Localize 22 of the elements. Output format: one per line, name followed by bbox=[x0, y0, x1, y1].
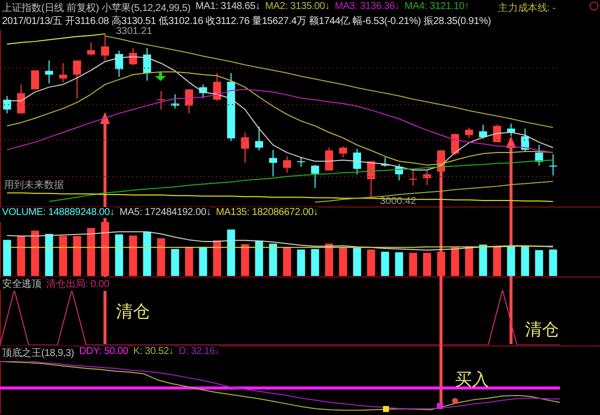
annotation: 3000.42 bbox=[380, 196, 416, 207]
text: MA1: 3148.65↓ bbox=[195, 1, 260, 15]
series-label: 清仓出局: 0.00 bbox=[46, 277, 110, 291]
text: MA135: 182086672.00↓ bbox=[216, 207, 318, 218]
chart-title: 安全逃顶 bbox=[2, 277, 42, 291]
text: MA3: 3136.36↓ bbox=[334, 1, 400, 15]
series-label: D: 32.16↓ bbox=[178, 346, 220, 360]
text: DDY: 50.00 bbox=[79, 346, 128, 360]
text: MA2: 3135.00↓ bbox=[265, 1, 330, 15]
annotation: 3301.21 bbox=[116, 26, 152, 37]
series-label: MA5: 172484192.00↓ bbox=[120, 207, 212, 218]
annotation: 清仓 bbox=[116, 301, 150, 323]
chart-subtitle: 2017/01/13/五 开3116.08 高3130.51 低3102.16 收3112.76 量15627.4万 额1744亿 幅-6.53(-0.21%) 振28.35(0.91%) bbox=[2, 14, 491, 27]
series-label: VOLUME: 148889248.00↓ bbox=[2, 207, 115, 218]
chart-title: 上证指数(日线 前复权) 小苹果(5,12,24,99,5) bbox=[2, 1, 190, 15]
chart-title: 顶底之王(18,9,3) bbox=[2, 346, 74, 360]
text: MA4: 3121.10↑ bbox=[404, 1, 470, 15]
annotation: 用到未来数据 bbox=[4, 178, 64, 192]
annotation: 清仓 bbox=[525, 319, 559, 341]
text: 主力成本线: - bbox=[498, 1, 556, 15]
series-label: K: 30.52↓ bbox=[133, 346, 174, 360]
annotation: 买入 bbox=[455, 369, 489, 391]
